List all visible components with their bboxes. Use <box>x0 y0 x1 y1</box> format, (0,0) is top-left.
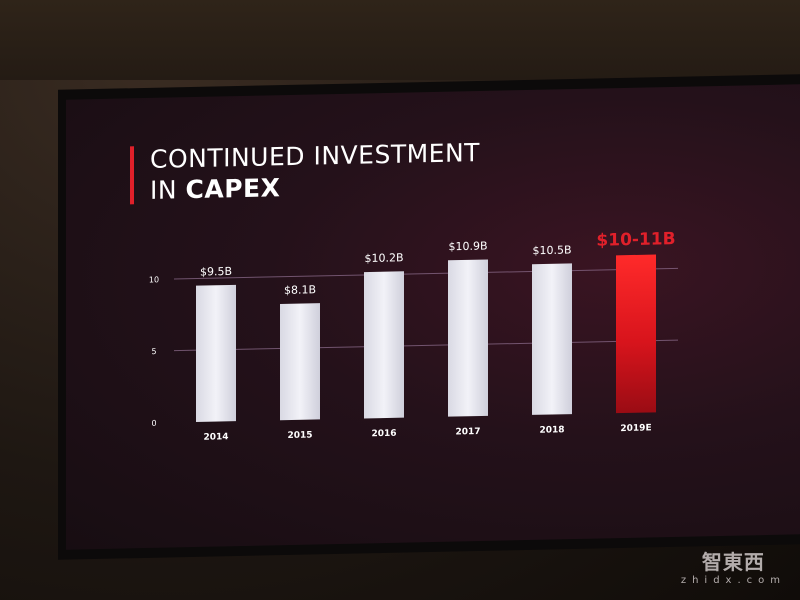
x-tick-label-2014: 2014 <box>203 432 228 443</box>
bar-2014 <box>196 284 236 422</box>
watermark: 智東西 zhidx.com <box>681 546 786 586</box>
gridline-10 <box>174 267 678 280</box>
bar-2017 <box>448 259 488 417</box>
bar-2016 <box>364 271 404 419</box>
x-tick-label-2018: 2018 <box>539 425 564 436</box>
y-tick-label-5: 5 <box>151 347 156 356</box>
data-label-2017: $10.9B <box>448 239 487 253</box>
data-label-2016: $10.2B <box>364 251 403 265</box>
watermark-url: zhidx.com <box>680 575 786 586</box>
capex-bar-chart: 0 5 10 2014 $9.5B 2015 $8.1B 2016 $10.2B 2017 $10.… <box>149 229 678 443</box>
x-tick-label-2015: 2015 <box>287 431 312 442</box>
data-label-2015: $8.1B <box>284 283 316 297</box>
x-tick-label-2017: 2017 <box>455 427 480 438</box>
y-tick-label-10: 10 <box>149 275 159 284</box>
bar-2018 <box>532 263 572 415</box>
y-tick-label-0: 0 <box>151 419 156 428</box>
gridline-5 <box>174 339 678 352</box>
watermark-logo: 智東西 <box>701 550 765 574</box>
ceiling-area <box>0 0 800 80</box>
x-tick-label-2019E: 2019E <box>620 423 651 434</box>
slide: CONTINUED INVESTMENT IN CAPEX 0 5 10 2014 $9… <box>66 84 800 550</box>
data-label-2014: $9.5B <box>200 265 232 279</box>
data-label-2018: $10.5B <box>532 243 571 257</box>
bar-2019E <box>616 254 656 414</box>
data-label-2019E: $10-11B <box>596 229 675 251</box>
bar-2015 <box>280 303 320 421</box>
x-tick-label-2016: 2016 <box>371 429 396 440</box>
